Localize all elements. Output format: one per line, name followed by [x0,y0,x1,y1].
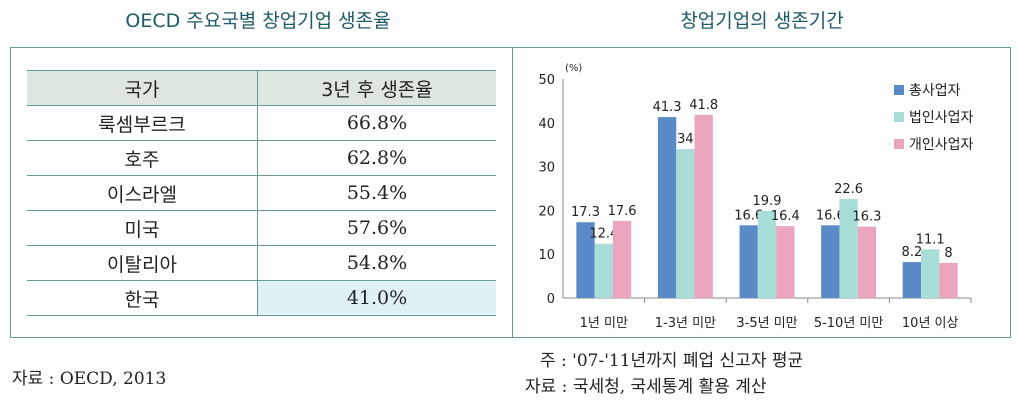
bar [821,225,840,298]
rate-cell-highlight: 41.0% [257,280,496,316]
country-cell: 미국 [27,210,258,246]
data-label: 19.9 [753,194,782,209]
legend-swatch [894,139,904,149]
chart-title: 창업기업의 생존기간 [680,10,844,32]
rate-cell: 55.4% [257,175,496,211]
x-tick-label: 5-10년 미만 [814,316,884,331]
table-row: 한국 41.0% [27,280,496,316]
legend-label: 개인사업자 [909,137,974,153]
bar [757,210,777,298]
table-row: 미국 57.6% [27,210,496,246]
left-source: 자료 : OECD, 2013 [12,369,167,389]
header-rate: 3년 후 생존율 [257,70,496,106]
data-label: 16.6 [734,208,763,223]
legend-swatch [894,85,904,95]
table-row: 룩셈부르크 66.8% [27,105,496,141]
survival-table: 국가 3년 후 생존율 룩셈부르크 66.8% 호주 62.8% 이스라엘 55.4%… [27,70,496,316]
bar [739,225,758,298]
bar [839,199,858,298]
data-label: 8.2 [902,245,923,260]
data-label: 16.6 [816,208,845,223]
data-label: 12.4 [589,227,618,242]
y-tick-label: 40 [538,117,555,132]
bar [676,149,695,298]
x-tick-label: 10년 이상 [902,316,959,331]
data-label: 11.1 [916,232,945,247]
y-tick-label: 50 [538,73,555,88]
country-cell: 이탈리아 [27,245,258,281]
country-cell: 한국 [27,280,258,316]
header-country: 국가 [27,70,258,106]
y-tick-label: 20 [538,204,555,219]
y-tick-label: 10 [538,248,555,263]
bar [776,226,795,298]
data-label: 8 [944,246,952,261]
x-tick-label: 3-5년 미만 [736,316,797,331]
country-cell: 이스라엘 [27,175,258,211]
x-tick-label: 1-3년 미만 [655,316,716,331]
legend-swatch [894,112,904,122]
table-title: OECD 주요국별 창업기업 생존율 [125,10,391,32]
data-label: 16.3 [852,210,881,225]
bar [594,243,613,298]
table-header-row: 국가 3년 후 생존율 [27,70,496,106]
bar [576,222,595,298]
bar [902,262,922,298]
y-tick-label: 30 [538,161,555,176]
bar [612,220,632,298]
chart-source: 자료 : 국세청, 국세통계 활용 계산 [525,377,767,397]
rate-cell: 66.8% [257,105,496,141]
table-row: 이스라엘 55.4% [27,175,496,211]
table-panel: 국가 3년 후 생존율 룩셈부르크 66.8% 호주 62.8% 이스라엘 55.4%… [10,47,513,338]
legend-label: 법인사업자 [909,110,974,126]
chart-note: 주 : '07-'11년까지 폐업 신고자 평균 [540,351,804,371]
data-label: 17.3 [571,205,600,220]
bar [857,226,877,298]
data-label: 22.6 [834,182,863,197]
rate-cell: 57.6% [257,210,496,246]
bar [694,114,713,298]
table-row: 이탈리아 54.8% [27,245,496,281]
x-tick-label: 1년 미만 [580,316,628,331]
bar [939,262,958,298]
country-cell: 룩셈부르크 [27,105,258,141]
y-tick-label: 0 [547,292,555,307]
data-label: 41.3 [653,100,682,115]
data-label: 34 [677,132,694,147]
bar [921,249,940,298]
bar [657,117,677,298]
data-label: 17.6 [608,204,637,219]
data-label: 41.8 [689,98,718,113]
rate-cell: 54.8% [257,245,496,281]
data-label: 16.4 [771,209,800,224]
chart-panel [512,47,1011,338]
y-axis-unit: (%) [565,63,582,74]
legend-label: 총사업자 [909,83,961,99]
